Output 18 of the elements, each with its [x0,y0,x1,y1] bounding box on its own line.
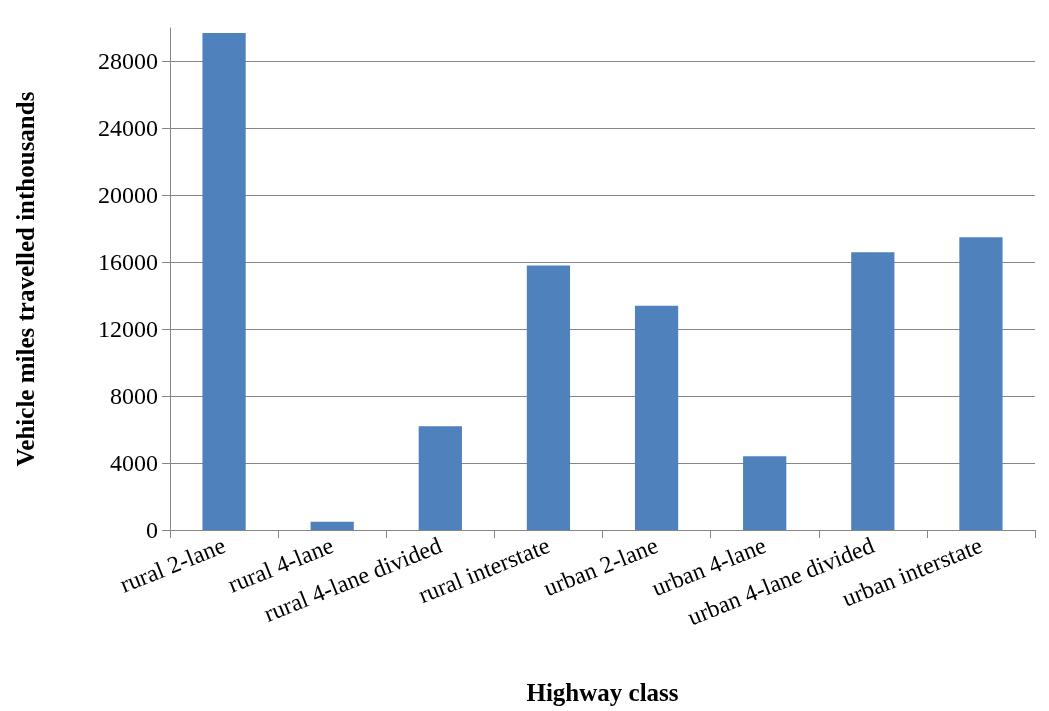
bar [310,521,354,530]
y-tick-label: 4000 [110,450,158,477]
x-axis-title: Highway class [526,679,679,706]
y-tick-label: 12000 [98,316,158,343]
bar [418,426,462,530]
y-tick-label: 0 [146,517,158,543]
y-tick-label: 28000 [98,48,158,75]
bar [851,252,895,530]
bar [526,265,571,530]
y-tick-label: 16000 [98,249,158,276]
y-tick-label: 20000 [98,182,158,209]
y-tick-label: 8000 [110,383,158,410]
bar [202,33,246,530]
y-tick-label: 24000 [98,115,158,142]
bar [959,237,1003,530]
bar [743,456,787,530]
bar [634,305,679,530]
y-axis-title: Vehicle miles travelled inthousands [12,91,39,467]
